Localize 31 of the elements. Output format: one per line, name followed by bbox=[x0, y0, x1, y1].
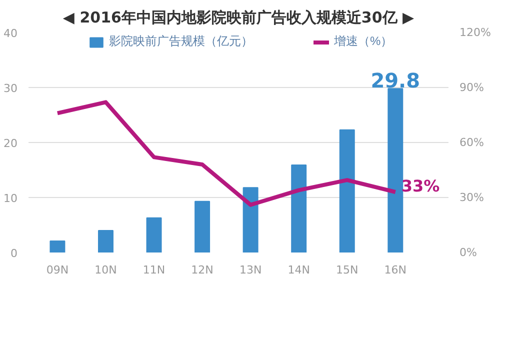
y2-tick-label: 30% bbox=[460, 191, 484, 204]
x-tick-label: 10N bbox=[94, 264, 117, 276]
bar bbox=[291, 164, 307, 252]
y2-tick-label: 90% bbox=[460, 81, 484, 94]
x-tick-label: 14N bbox=[288, 264, 310, 276]
x-tick-label: 13N bbox=[239, 264, 262, 276]
y-tick-label: 20 bbox=[4, 137, 18, 150]
legend-label: 影院映前广告规模（亿元） bbox=[109, 33, 253, 50]
x-tick-label: 09N bbox=[46, 264, 69, 276]
chart-title: ◀ 2016年中国内地影院映前广告收入规模近30亿 ▶ bbox=[62, 8, 415, 26]
y-tick-label: 10 bbox=[4, 192, 18, 205]
bar bbox=[194, 200, 210, 252]
bar bbox=[388, 88, 404, 252]
bar bbox=[242, 187, 258, 252]
y2-tick-label: 60% bbox=[460, 136, 484, 149]
x-tick-label: 16N bbox=[384, 264, 407, 276]
y-tick-label: 30 bbox=[4, 82, 18, 95]
x-tick-label: 12N bbox=[191, 264, 214, 276]
x-tick-label: 15N bbox=[336, 264, 358, 276]
y-tick-label: 40 bbox=[4, 27, 18, 40]
bar bbox=[146, 217, 162, 252]
legend-label: 增速（%） bbox=[334, 33, 393, 50]
y2-tick-label: 0% bbox=[460, 246, 477, 259]
bar bbox=[98, 230, 114, 252]
data-label: 29.8 bbox=[370, 68, 420, 93]
bar bbox=[50, 240, 66, 252]
bar bbox=[339, 129, 355, 252]
y-tick-label: 0 bbox=[10, 247, 18, 260]
y2-tick-label: 120% bbox=[460, 26, 491, 39]
x-tick-label: 11N bbox=[142, 264, 166, 276]
line-series bbox=[55, 100, 398, 207]
